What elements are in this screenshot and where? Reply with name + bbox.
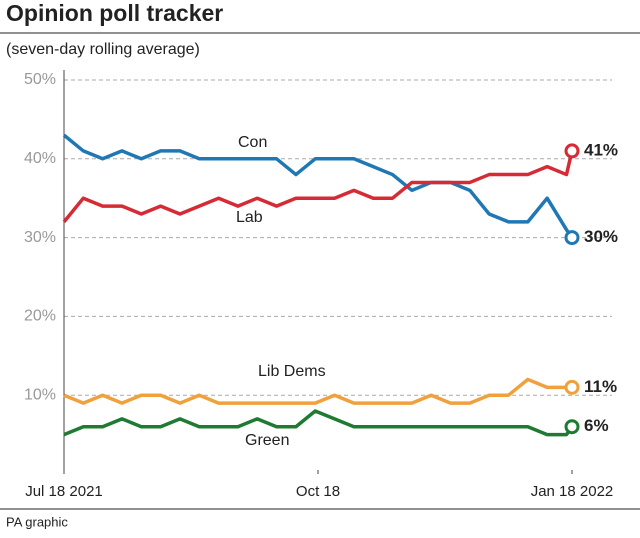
series-label: Lab [236,209,263,226]
end-marker [564,143,580,159]
source: PA graphic [6,514,68,529]
series-label: Con [238,134,267,151]
series-line [63,409,574,437]
value-label: 30% [584,227,618,246]
series-label: Lib Dems [258,363,326,380]
y-tick-label: 20% [24,308,56,325]
y-tick-label: 30% [24,229,56,246]
y-tick-label: 10% [24,386,56,403]
value-label: 11% [584,377,617,396]
value-label: 6% [584,416,609,435]
end-marker [564,379,580,395]
series-line [63,377,572,405]
subtitle: (seven-day rolling average) [6,41,200,58]
end-marker [564,419,580,435]
series-label: Green [245,432,289,449]
series-line [62,133,574,239]
x-tick-label: Jan 18 2022 [531,483,614,500]
y-tick-label: 50% [24,71,56,88]
series-line [62,150,574,223]
end-marker [564,230,580,246]
x-tick-label: Jul 18 2021 [25,483,103,500]
value-label: 41% [584,140,618,159]
x-tick-label: Oct 18 [296,483,340,500]
chart-title: Opinion poll tracker [6,0,223,26]
y-tick-label: 40% [24,150,56,167]
